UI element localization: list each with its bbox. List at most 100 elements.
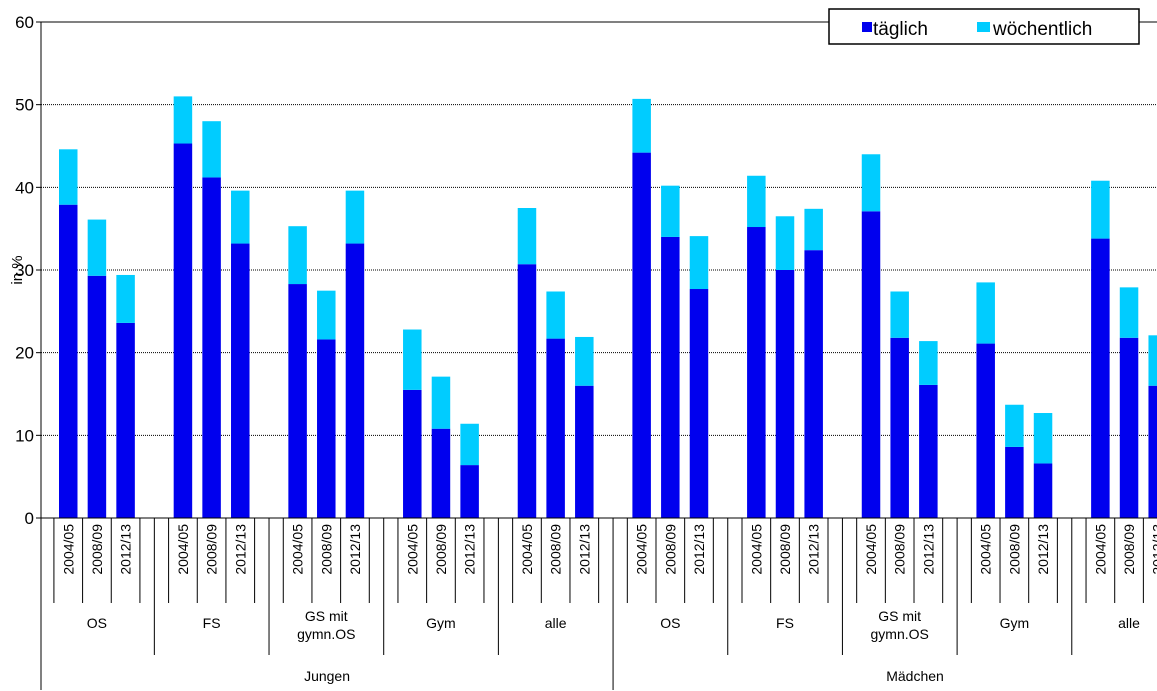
year-tick-label: 2008/09 — [433, 524, 449, 575]
bar-daily — [632, 152, 651, 518]
bar-weekly — [231, 190, 250, 244]
year-tick-label: 2004/05 — [748, 524, 764, 575]
year-tick-label: 2008/09 — [892, 524, 908, 575]
y-tick-label: 20 — [15, 344, 34, 363]
y-axis-title: in % — [9, 255, 26, 284]
year-tick-label: 2012/13 — [118, 524, 134, 575]
year-tick-label: 2012/13 — [691, 524, 707, 575]
year-tick-label: 2012/13 — [462, 524, 478, 575]
legend-swatch-weekly — [977, 22, 990, 32]
bar-daily — [173, 143, 193, 518]
group-label: Gym — [1000, 615, 1030, 631]
group-label: OS — [660, 615, 680, 631]
legend-label-weekly: wöchentlich — [992, 19, 1092, 40]
y-tick-label: 30 — [15, 261, 34, 280]
bar-weekly — [460, 423, 479, 466]
year-tick-label: 2012/13 — [920, 524, 936, 575]
bar-weekly — [976, 282, 995, 344]
bar-daily — [861, 211, 881, 518]
group-label: Gym — [426, 615, 456, 631]
year-tick-label: 2004/05 — [1092, 524, 1108, 575]
bar-daily — [804, 250, 823, 518]
bar-daily — [403, 389, 422, 518]
year-tick-label: 2008/09 — [662, 524, 678, 575]
year-tick-label: 2012/13 — [1150, 524, 1157, 575]
group-label: FS — [776, 615, 794, 631]
y-tick-label: 50 — [15, 96, 34, 115]
year-tick-label: 2012/13 — [576, 524, 592, 575]
bar-daily — [1091, 238, 1110, 518]
bar-weekly — [87, 219, 107, 276]
bar-daily — [517, 264, 537, 518]
bar-weekly — [1119, 287, 1139, 338]
legend-label-daily: täglich — [873, 19, 928, 40]
year-tick-label: 2012/13 — [1035, 524, 1051, 575]
year-tick-label: 2004/05 — [175, 524, 191, 575]
bar-daily — [661, 236, 680, 518]
bar-daily — [1119, 337, 1139, 518]
bar-daily — [317, 339, 336, 518]
bar-weekly — [1091, 180, 1110, 239]
bar-daily — [116, 322, 135, 518]
bar-weekly — [919, 341, 938, 385]
year-tick-label: 2008/09 — [1006, 524, 1022, 575]
group-label: OS — [87, 615, 107, 631]
gender-label: Jungen — [304, 668, 350, 684]
year-tick-label: 2004/05 — [60, 524, 76, 575]
bar-daily — [1005, 446, 1024, 518]
year-tick-label: 2004/05 — [519, 524, 535, 575]
group-label: FS — [203, 615, 221, 631]
group-label: GS mit — [878, 608, 921, 624]
bar-daily — [431, 428, 451, 518]
bar-daily — [288, 284, 307, 518]
year-tick-label: 2008/09 — [548, 524, 564, 575]
year-tick-label: 2004/05 — [634, 524, 650, 575]
bar-weekly — [804, 208, 823, 251]
bar-daily — [87, 275, 107, 518]
group-label: gymn.OS — [297, 626, 355, 642]
bar-daily — [747, 227, 766, 518]
year-tick-label: 2004/05 — [290, 524, 306, 575]
bar-weekly — [173, 96, 193, 144]
group-label: alle — [1118, 615, 1140, 631]
bar-weekly — [661, 185, 680, 237]
year-tick-label: 2012/13 — [347, 524, 363, 575]
bar-weekly — [747, 175, 766, 228]
bar-weekly — [1033, 413, 1053, 464]
bar-weekly — [431, 376, 451, 429]
bar-weekly — [403, 329, 422, 390]
year-tick-label: 2012/13 — [806, 524, 822, 575]
year-tick-label: 2008/09 — [1121, 524, 1137, 575]
year-tick-label: 2008/09 — [89, 524, 105, 575]
y-tick-label: 10 — [15, 426, 34, 445]
bar-daily — [775, 270, 795, 518]
y-tick-label: 0 — [25, 509, 34, 528]
bar-weekly — [59, 149, 78, 205]
group-label: gymn.OS — [871, 626, 929, 642]
year-tick-label: 2004/05 — [404, 524, 420, 575]
legend: täglich wöchentlich — [828, 8, 1140, 45]
year-tick-label: 2008/09 — [204, 524, 220, 575]
bar-daily — [546, 338, 565, 518]
group-label: GS mit — [305, 608, 348, 624]
bar-daily — [231, 243, 250, 518]
bar-weekly — [288, 226, 307, 285]
year-tick-label: 2008/09 — [777, 524, 793, 575]
year-tick-label: 2012/13 — [232, 524, 248, 575]
year-tick-label: 2004/05 — [978, 524, 994, 575]
group-label: alle — [545, 615, 567, 631]
bar-daily — [890, 337, 909, 518]
bar-weekly — [861, 154, 881, 212]
bar-daily — [59, 204, 78, 518]
bar-weekly — [575, 336, 594, 386]
bar-daily — [1033, 463, 1053, 518]
bar-daily — [460, 465, 479, 518]
bar-weekly — [517, 208, 537, 265]
bar-daily — [1148, 385, 1157, 518]
bar-daily — [976, 343, 995, 518]
bar-weekly — [689, 236, 709, 290]
bar-weekly — [317, 290, 336, 340]
bar-daily — [919, 384, 938, 518]
bar-daily — [345, 243, 365, 518]
